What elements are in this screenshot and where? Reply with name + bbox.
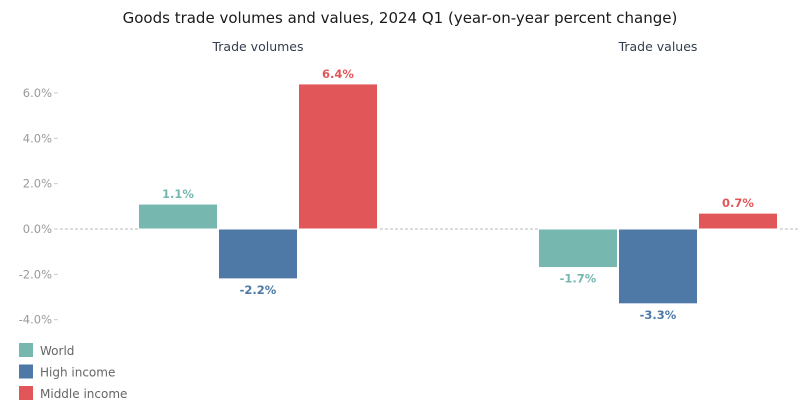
y-tick-label: 2.0% (23, 177, 52, 191)
legend-swatch (19, 343, 33, 357)
legend-swatch (19, 386, 33, 400)
data-label: -2.2% (240, 283, 277, 297)
bar-middle-income (298, 83, 378, 230)
legend-label[interactable]: High income (40, 366, 115, 380)
y-tick-label: 4.0% (23, 131, 52, 145)
y-tick-label: 6.0% (23, 86, 52, 100)
bar-middle-income (698, 212, 778, 230)
data-label: 0.7% (722, 196, 754, 210)
legend-label[interactable]: World (40, 344, 74, 358)
bar-world (538, 228, 618, 269)
bar-world (138, 203, 218, 230)
panel-title-values: Trade values (618, 39, 698, 54)
panel-title-volumes: Trade volumes (211, 39, 303, 54)
chart-title: Goods trade volumes and values, 2024 Q1 … (123, 9, 678, 27)
legend-label[interactable]: Middle income (40, 387, 127, 401)
legend-swatch (19, 364, 33, 379)
data-label: -1.7% (560, 272, 597, 286)
data-label: 6.4% (322, 67, 354, 81)
y-tick-label: 0.0% (23, 222, 52, 236)
bar-high-income (618, 228, 698, 305)
y-tick-label: -2.0% (19, 267, 52, 281)
y-tick-label: -4.0% (19, 313, 52, 327)
data-label: 1.1% (162, 187, 194, 201)
bar-high-income (218, 228, 298, 280)
data-label: -3.3% (640, 308, 677, 322)
